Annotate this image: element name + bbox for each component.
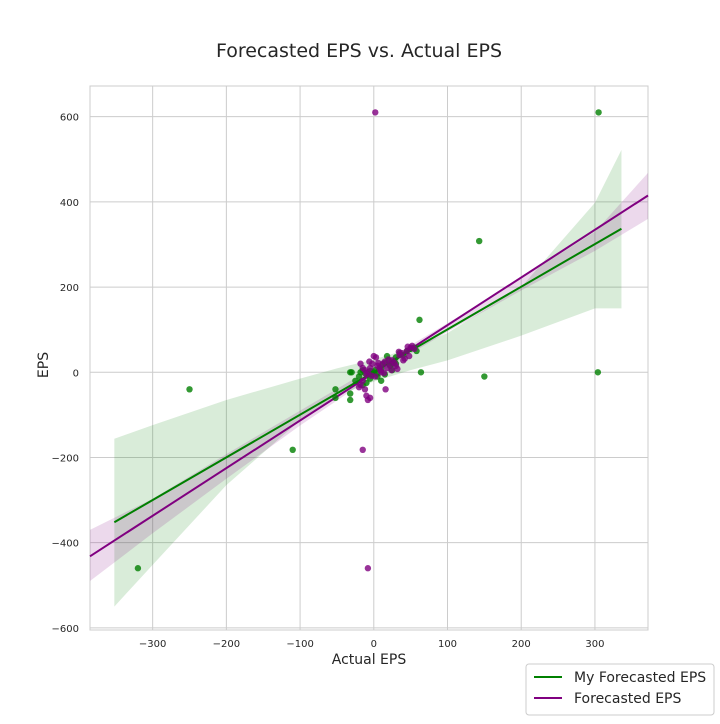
grid-lines bbox=[90, 86, 648, 630]
y-tick-label: 200 bbox=[60, 283, 79, 294]
scatter-point-series-0 bbox=[355, 373, 363, 380]
scatter-point-series-0 bbox=[594, 369, 602, 376]
scatter-point-series-1 bbox=[372, 109, 379, 116]
scatter-points bbox=[134, 109, 602, 572]
scatter-point-series-1 bbox=[359, 446, 366, 454]
scatter-point-series-0 bbox=[475, 237, 483, 245]
scatter-point-series-1 bbox=[364, 565, 372, 572]
y-tick-label: 400 bbox=[60, 198, 79, 209]
y-tick-label: 600 bbox=[60, 113, 79, 124]
scatter-point-series-1 bbox=[372, 354, 380, 361]
legend-label-my-forecasted-eps: My Forecasted EPS bbox=[574, 670, 706, 686]
scatter-point-series-0 bbox=[134, 565, 142, 572]
scatter-point-series-0 bbox=[481, 373, 488, 380]
x-tick-label: −100 bbox=[286, 639, 313, 650]
x-tick-label: 200 bbox=[512, 639, 531, 650]
scatter-point-series-1 bbox=[359, 377, 366, 384]
scatter-point-series-1 bbox=[375, 359, 382, 367]
scatter-point-series-1 bbox=[405, 352, 413, 360]
x-tick-label: −200 bbox=[213, 639, 240, 650]
legend-box bbox=[525, 663, 715, 716]
legend: My Forecasted EPS Forecasted EPS bbox=[525, 663, 715, 716]
y-tick-label: −600 bbox=[52, 624, 79, 635]
y-axis-label: EPS bbox=[36, 352, 52, 378]
scatter-point-series-0 bbox=[186, 386, 193, 393]
y-tick-label: −200 bbox=[52, 453, 79, 464]
axis-ticks: −300 −200 −100 0 100 200 300 −600 −400 −200 0 200 40… bbox=[52, 113, 605, 650]
x-tick-label: 0 bbox=[371, 639, 377, 650]
scatter-point-series-1 bbox=[404, 343, 411, 350]
scatter-point-series-1 bbox=[395, 348, 403, 356]
scatter-point-series-1 bbox=[372, 373, 379, 380]
x-axis-label: Actual EPS bbox=[332, 652, 407, 668]
y-tick-label: 0 bbox=[73, 368, 79, 379]
scatter-point-series-0 bbox=[347, 390, 354, 397]
scatter-point-series-0 bbox=[289, 446, 296, 454]
scatter-point-series-0 bbox=[595, 109, 602, 116]
scatter-point-series-1 bbox=[388, 366, 395, 374]
scatter-point-series-1 bbox=[366, 358, 373, 365]
scatter-point-series-1 bbox=[411, 345, 418, 353]
x-tick-label: 100 bbox=[438, 639, 457, 650]
scatter-point-series-0 bbox=[377, 377, 385, 384]
x-tick-label: 300 bbox=[585, 639, 604, 650]
scatter-point-series-1 bbox=[394, 365, 401, 373]
x-tick-label: −300 bbox=[139, 639, 166, 650]
scatter-point-series-0 bbox=[417, 369, 425, 376]
legend-label-forecasted-eps: Forecasted EPS bbox=[574, 691, 681, 707]
scatter-point-series-0 bbox=[348, 369, 355, 376]
scatter-point-series-0 bbox=[347, 396, 354, 404]
scatter-point-series-1 bbox=[382, 386, 389, 393]
scatter-point-series-0 bbox=[332, 386, 339, 393]
scatter-point-series-1 bbox=[355, 383, 363, 391]
scatter-point-series-1 bbox=[377, 366, 384, 374]
plot-area bbox=[89, 85, 649, 631]
scatter-point-series-0 bbox=[416, 316, 423, 324]
scatter-point-series-0 bbox=[352, 377, 359, 384]
scatter-point-series-1 bbox=[361, 386, 369, 393]
y-tick-label: −400 bbox=[52, 539, 79, 550]
scatter-point-series-1 bbox=[366, 394, 374, 402]
chart-title: Forecasted EPS vs. Actual EPS bbox=[216, 40, 502, 62]
scatter-point-series-0 bbox=[332, 394, 339, 402]
